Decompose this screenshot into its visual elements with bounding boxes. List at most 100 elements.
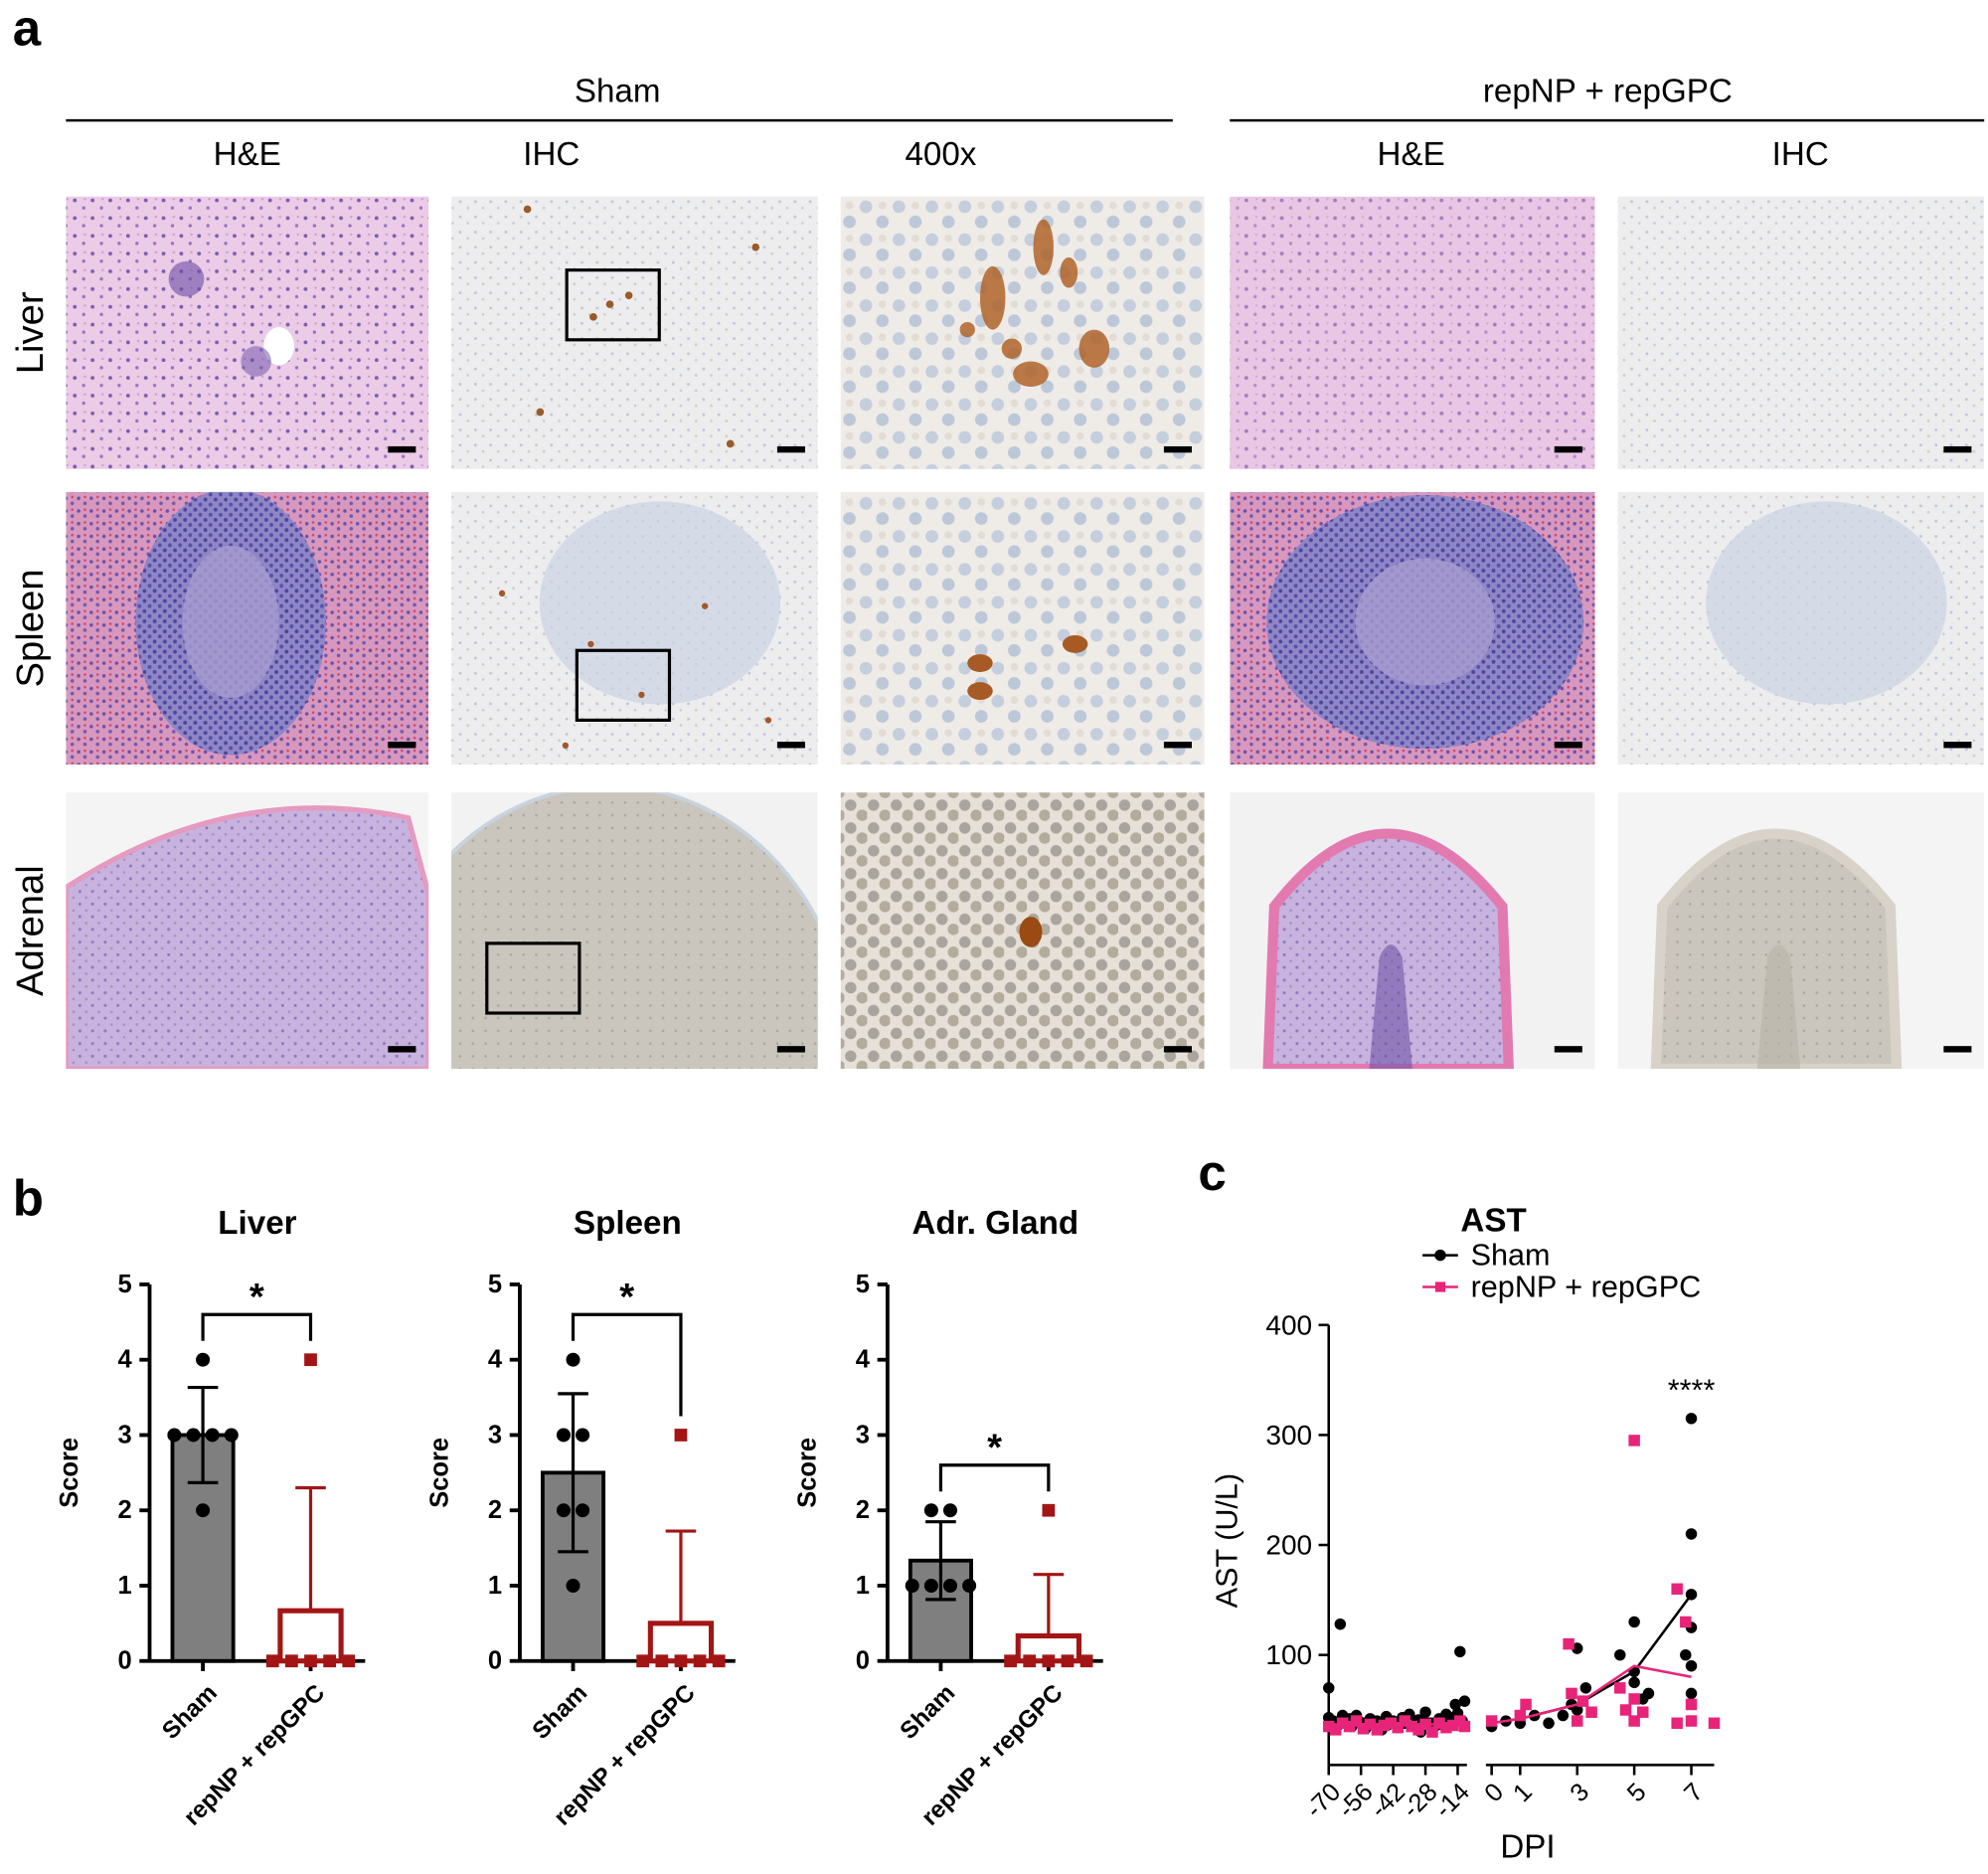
panel-a: H&E IHC 400x H&E IHC Liver Spleen Adrenal: [9, 136, 1985, 1070]
column-header: H&E: [214, 136, 281, 173]
image-background: [1617, 196, 1985, 469]
stain: [589, 313, 597, 321]
stain: [764, 717, 772, 724]
data-point: [1579, 1682, 1592, 1694]
data-point: [196, 1503, 211, 1518]
data-point: [1454, 1645, 1466, 1658]
stain: [959, 321, 975, 338]
histology-image: [1617, 792, 1985, 1070]
data-point: [1449, 1698, 1461, 1711]
y-tick-label: 4: [117, 1346, 132, 1374]
scale-bar: [1943, 445, 1972, 453]
y-tick-label: 5: [117, 1271, 131, 1298]
data-point: [1419, 1706, 1431, 1718]
y-tick-label: 3: [856, 1421, 870, 1448]
row-label: Liver: [9, 291, 52, 374]
stain: [751, 243, 760, 252]
data-point: [1566, 1687, 1577, 1700]
y-tick-label: 5: [856, 1271, 870, 1298]
y-tick-label: 1: [488, 1572, 502, 1600]
image-background: [66, 196, 429, 469]
scale-bar: [388, 1046, 416, 1053]
stain: [701, 602, 709, 609]
data-point: [1585, 1706, 1597, 1718]
data-point: [942, 1578, 958, 1593]
data-point: [167, 1428, 182, 1443]
scale-bar: [776, 1046, 805, 1053]
legend-marker: [1434, 1281, 1446, 1292]
scale-bar: [1554, 445, 1582, 453]
significance-bracket: [201, 1312, 313, 1341]
stain: [1078, 329, 1110, 368]
y-tick-label: 0: [488, 1647, 502, 1675]
data-point: [1671, 1717, 1683, 1730]
image-content: [451, 196, 818, 469]
stain: [1033, 219, 1054, 275]
scale-bar: [388, 742, 416, 749]
x-tick-label: 0: [1479, 1778, 1509, 1807]
column-header: 400x: [905, 136, 976, 173]
data-point: [1685, 1660, 1698, 1672]
data-point: [1614, 1682, 1626, 1694]
data-point: [1685, 1528, 1698, 1540]
stain: [536, 408, 545, 417]
inset-box: [485, 941, 581, 1015]
histology-image: [1617, 196, 1985, 469]
stain: [967, 654, 993, 672]
significance-label: ****: [1668, 1374, 1716, 1408]
x-tick-label: Sham: [157, 1679, 223, 1745]
y-tick-label: 2: [856, 1496, 870, 1524]
data-point: [556, 1503, 571, 1518]
x-tick-label: -14: [1429, 1778, 1475, 1823]
y-tick-label: 2: [117, 1496, 131, 1524]
medulla: [1369, 944, 1412, 1070]
data-point: [304, 1654, 317, 1668]
stain: [587, 640, 594, 648]
data-point: [1685, 1413, 1698, 1425]
white-pulp: [1706, 501, 1947, 705]
data-point: [1563, 1637, 1574, 1650]
y-axis-label: Score: [56, 1438, 83, 1508]
image-content: [66, 196, 429, 469]
y-tick-label: 400: [1265, 1309, 1312, 1340]
inset-box: [575, 648, 672, 723]
chart-title: Adr. Gland: [911, 1205, 1078, 1242]
stain: [523, 205, 532, 214]
group-header: repNP + repGPC: [1483, 73, 1733, 109]
stain: [562, 742, 570, 750]
scale-bar: [1943, 1046, 1972, 1053]
data-point: [1520, 1698, 1532, 1711]
stain: [979, 265, 1006, 330]
data-point: [1557, 1709, 1570, 1722]
data-point: [1685, 1715, 1698, 1727]
data-point: [1680, 1616, 1692, 1628]
stain: [726, 439, 735, 448]
data-point: [1329, 1724, 1342, 1736]
y-tick-label: 3: [117, 1421, 131, 1448]
stain: [1060, 256, 1078, 288]
scale-bar: [776, 742, 805, 749]
data-point: [205, 1428, 220, 1443]
significance-label: *: [249, 1276, 264, 1318]
data-point: [576, 1428, 590, 1443]
data-point: [1628, 1693, 1640, 1705]
stain: [1013, 361, 1049, 387]
histology-image: [1230, 491, 1595, 766]
data-point: [304, 1353, 317, 1367]
stain: [967, 682, 993, 701]
data-point: [1571, 1715, 1583, 1727]
data-point: [905, 1578, 919, 1593]
image-content: [451, 491, 818, 766]
shade: [1230, 196, 1595, 469]
row-label: Adrenal: [9, 865, 52, 996]
data-point: [1426, 1726, 1438, 1738]
x-axis-label: DPI: [1500, 1829, 1555, 1866]
data-point: [1458, 1720, 1471, 1733]
data-point: [1458, 1695, 1471, 1707]
data-point: [196, 1352, 211, 1367]
image-content: [1617, 792, 1985, 1070]
y-tick-label: 1: [117, 1572, 131, 1600]
